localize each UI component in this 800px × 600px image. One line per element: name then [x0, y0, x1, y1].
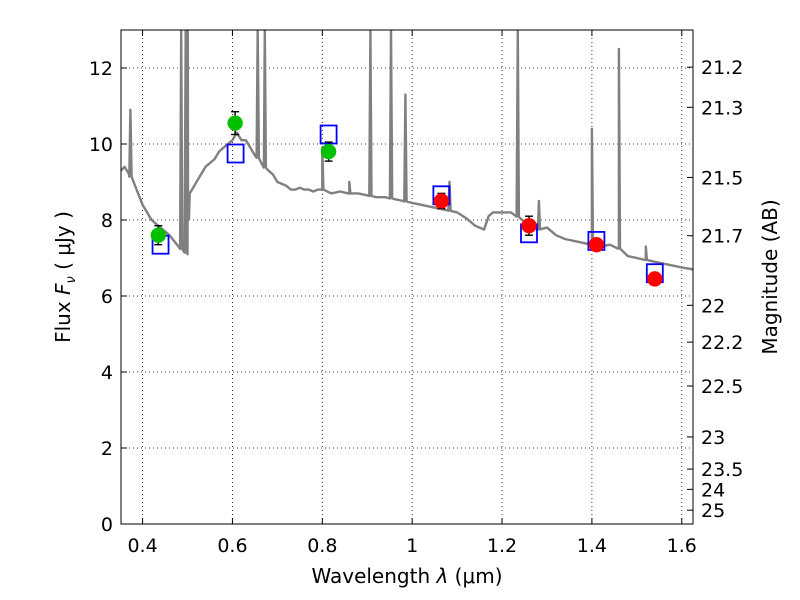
- observed-point-green: [320, 143, 337, 160]
- y2-tick-label: 21.2: [701, 57, 743, 79]
- plot-background: [121, 30, 693, 524]
- observed-point-red: [588, 236, 605, 253]
- y-axis-label: Flux Fν ( μJy ): [51, 211, 79, 343]
- x-tick-label: 1.6: [667, 535, 697, 557]
- y2-tick-label: 22: [701, 295, 725, 317]
- y2-tick-label: 24: [701, 479, 725, 501]
- y2-tick-label: 23: [701, 427, 725, 449]
- x-tick-label: 0.6: [217, 535, 247, 557]
- y-tick-label: 8: [101, 210, 113, 232]
- observed-point-red: [647, 271, 663, 287]
- x-axis-label: Wavelength λ (μm): [311, 564, 502, 588]
- y-tick-label: 4: [101, 362, 113, 384]
- x-tick-label: 1.4: [577, 535, 607, 557]
- x-tick-label: 1: [406, 535, 418, 557]
- data-layer: [121, 30, 693, 287]
- y2-tick-label: 25: [701, 500, 725, 522]
- y-tick-label: 10: [89, 134, 113, 156]
- model-spectrum-line: [121, 30, 693, 271]
- y2-tick-label: 22.2: [701, 332, 743, 354]
- y-tick-label: 6: [101, 286, 113, 308]
- y2-tick-label: 23.5: [701, 459, 743, 481]
- y-tick-label: 2: [101, 438, 113, 460]
- model-photometry-box: [226, 143, 245, 164]
- observed-point-red: [521, 217, 537, 234]
- y2-axis-label: Magnitude (AB): [758, 199, 782, 354]
- x-tick-label: 0.8: [307, 535, 337, 557]
- y-tick-label: 12: [89, 58, 113, 80]
- observed-point-red: [433, 193, 450, 209]
- y2-tick-label: 21.7: [701, 226, 743, 248]
- observed-point-green: [227, 115, 243, 131]
- y2-tick-label: 21.5: [701, 167, 743, 189]
- y2-tick-label: 21.3: [701, 97, 743, 119]
- x-tick-label: 1.2: [487, 535, 517, 557]
- y-tick-label: 0: [101, 514, 113, 536]
- y2-tick-label: 22.5: [701, 376, 743, 398]
- x-tick-label: 0.4: [127, 535, 157, 557]
- observed-point-green: [150, 227, 167, 243]
- plot-frame: [120, 29, 694, 525]
